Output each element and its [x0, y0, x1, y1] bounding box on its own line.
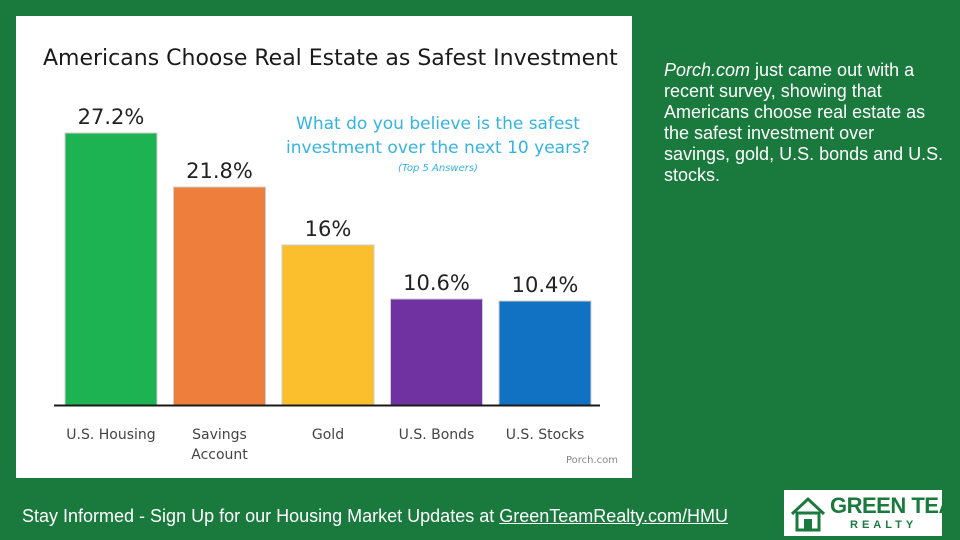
footer-banner: Stay Informed - Sign Up for our Housing …	[22, 506, 728, 527]
description-body: just came out with a recent survey, show…	[664, 60, 944, 185]
chart-question: What do you believe is the safest invest…	[286, 114, 590, 158]
chart-source: Porch.com	[565, 455, 618, 466]
bar-4	[498, 300, 592, 406]
footer-text: Stay Informed - Sign Up for our Housing …	[22, 506, 500, 526]
bar-2	[281, 244, 375, 406]
bar-value-label-4: 10.4%	[512, 273, 579, 297]
bar-0	[64, 132, 158, 406]
bar-1	[173, 186, 266, 406]
category-label-4: U.S. Stocks	[506, 427, 585, 443]
footer-link[interactable]: GreenTeamRealty.com/HMU	[499, 506, 728, 526]
category-label-1: Savings Account	[191, 427, 248, 463]
bar-value-label-2: 16%	[305, 217, 352, 241]
company-logo: GREEN TEAM REALTY	[784, 490, 960, 536]
description-text: Porch.com just came out with a recent su…	[664, 60, 944, 186]
bar-chart: 27.2% U.S. Housing 21.8% Savings Account 16% G…	[54, 105, 600, 463]
category-label-0: U.S. Housing	[66, 427, 155, 443]
house-icon	[790, 496, 826, 532]
logo-text-main: GREEN TEAM	[830, 493, 960, 518]
logo-text-sub: REALTY	[850, 519, 918, 531]
bar-3	[390, 298, 483, 406]
bar-value-label-1: 21.8%	[186, 159, 253, 183]
chart-card: Americans Choose Real Estate as Safest I…	[16, 16, 632, 478]
bar-value-label-0: 27.2%	[78, 105, 145, 129]
bar-value-label-3: 10.6%	[403, 271, 470, 295]
chart-question-note: (Top 5 Answers)	[398, 163, 478, 174]
category-label-3: U.S. Bonds	[399, 427, 475, 443]
category-label-2: Gold	[312, 427, 344, 443]
chart-title: Americans Choose Real Estate as Safest I…	[43, 46, 618, 71]
description-source: Porch.com	[664, 60, 751, 80]
